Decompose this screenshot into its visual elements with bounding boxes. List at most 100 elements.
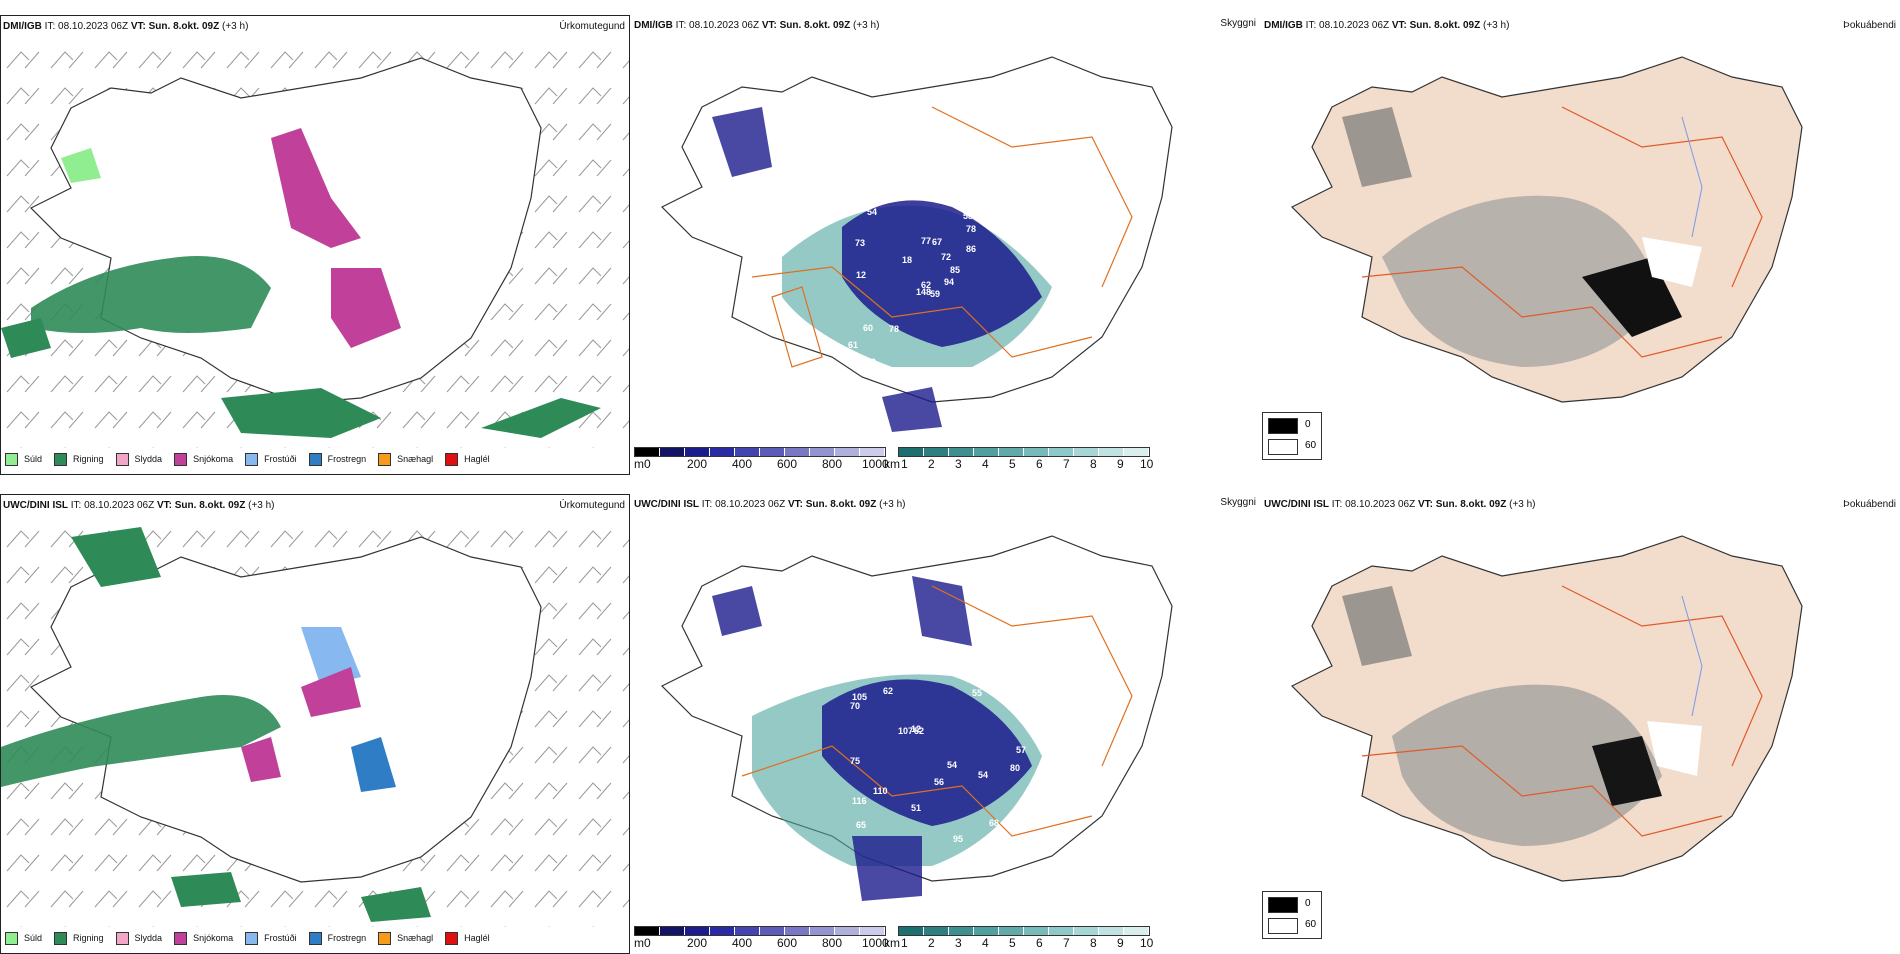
cloud-base-label: 54: [947, 760, 957, 770]
cloud-base-label: 62: [921, 280, 931, 290]
legend-item-slydda: Slydda: [115, 931, 162, 945]
cloud-base-label: 116: [852, 796, 867, 806]
colorbar-cell: [999, 927, 1024, 935]
cloud-base-label: 12: [911, 724, 921, 734]
cloud-base-label: 80: [1010, 763, 1020, 773]
precip-type-legend: Súld Rigning Slydda Snjókoma Frostúði Fr…: [5, 929, 502, 947]
cloud-base-label: 110: [873, 786, 888, 796]
field-name: Úrkomutegund: [559, 500, 625, 511]
cloud-base-label: 59: [930, 289, 940, 299]
legend-item-frostudi: Frostúði: [245, 452, 297, 466]
iceland-ceiling-map: 5480656252681165510795707510548515756541…: [660, 535, 1173, 901]
legend-item-sudl: Súld: [5, 452, 42, 466]
fog-legend: 0 60: [1262, 412, 1322, 460]
colorbar-cell: [1024, 927, 1049, 935]
iceland-ceiling-map: 59 73 62 61 85 78 58 67 78 94 54 69 12 70 148 86 70 77 72 6…: [660, 56, 1173, 432]
cloud-base-label: 54: [978, 770, 988, 780]
field-name: Þokuábendi: [1843, 20, 1896, 31]
cloud-base-label: 69: [1020, 354, 1030, 364]
fog-index-panel-1: DMI/IGB IT: 08.10.2023 06Z VT: Sun. 8.ok…: [1262, 15, 1896, 475]
cloud-base-label: 105: [852, 692, 867, 702]
colorbar-cell: [974, 448, 999, 456]
legend-item-slydda: Slydda: [115, 452, 162, 466]
colorbar-cell: [1049, 927, 1074, 935]
legend-item-snjokoma: Snjókoma: [174, 452, 233, 466]
colorbar-cell: [1099, 927, 1124, 935]
cloud-base-label: 58: [963, 211, 973, 221]
cloud-base-label: 86: [966, 244, 976, 254]
cloud-base-label: 78: [889, 324, 899, 334]
field-name: Úrkomutegund: [559, 21, 625, 32]
legend-item-frostregn: Frostregn: [308, 452, 366, 466]
visibility-unit: km: [884, 936, 900, 950]
cloud-base-label: 75: [850, 756, 860, 766]
cloud-base-label: 70: [850, 701, 860, 711]
cloud-base-label: 70: [1023, 229, 1033, 239]
legend-item-rigning: Rigning: [54, 452, 104, 466]
colorbar-cell: [635, 448, 660, 456]
colorbar-cell: [899, 448, 924, 456]
panel-header: UWC/DINI ISL IT: 08.10.2023 06Z VT: Sun.…: [3, 500, 275, 511]
colorbar-cell: [1024, 448, 1049, 456]
colorbar-cell: [835, 927, 860, 935]
legend-item-frostudi: Frostúði: [245, 931, 297, 945]
cloud-base-label: 48: [1015, 820, 1025, 830]
cloud-base-label: 148: [916, 287, 931, 297]
colorbar-cell: [1049, 448, 1074, 456]
colorbar-cell: [710, 448, 735, 456]
ceiling-visibility-panel-1: DMI/IGB IT: 08.10.2023 06Z VT: Sun. 8.ok…: [632, 15, 1262, 475]
colorbar-cell: [810, 927, 835, 935]
colorbar-cell: [949, 448, 974, 456]
cloud-base-label: 85: [950, 265, 960, 275]
cloud-base-label: 54: [867, 207, 877, 217]
visibility-unit: km: [884, 457, 900, 471]
colorbar-cell: [949, 927, 974, 935]
panel-header: DMI/IGB IT: 08.10.2023 06Z VT: Sun. 8.ok…: [3, 21, 249, 32]
colorbar-cell: [685, 927, 710, 935]
field-name: Skyggni: [1220, 18, 1256, 29]
colorbar-cell: [660, 927, 685, 935]
legend-item-haglel: Haglél: [445, 452, 490, 466]
panel-header: UWC/DINI ISL IT: 08.10.2023 06Z VT: Sun.…: [1264, 499, 1536, 510]
colorbar-cell: [835, 448, 860, 456]
colorbar-cell: [1074, 448, 1099, 456]
field-name: Þokuábendi: [1843, 499, 1896, 510]
colorbar-cell: [860, 448, 885, 456]
cloud-base-label: 70: [866, 357, 876, 367]
legend-item-snaehagl: Snæhagl: [378, 452, 433, 466]
colorbar-cell: [1099, 448, 1124, 456]
ceiling-unit: m: [634, 457, 644, 471]
cloud-base-label: 62: [883, 686, 893, 696]
precip-type-panel-1: DMI/IGB IT: 08.10.2023 06Z VT: Sun. 8.ok…: [0, 15, 630, 475]
cloud-base-label: 78: [966, 224, 976, 234]
fog-legend: 0 60: [1262, 891, 1322, 939]
cloud-base-label: 51: [911, 803, 921, 813]
precip-type-panel-2: UWC/DINI ISL IT: 08.10.2023 06Z VT: Sun.…: [0, 494, 630, 954]
panel-header: DMI/IGB IT: 08.10.2023 06Z VT: Sun. 8.ok…: [634, 20, 880, 31]
colorbar-cell: [735, 448, 760, 456]
iceland-precip-map: [1, 517, 629, 927]
cloud-base-label: 52: [914, 726, 924, 736]
cloud-base-label: 61: [848, 340, 858, 350]
legend-item-snaehagl: Snæhagl: [378, 931, 433, 945]
iceland-fog-map: [1290, 535, 1803, 882]
panel-header: DMI/IGB IT: 08.10.2023 06Z VT: Sun. 8.ok…: [1264, 20, 1510, 31]
colorbar-cell: [1074, 927, 1099, 935]
colorbar-cell: [860, 927, 885, 935]
cloud-base-label: 72: [941, 252, 951, 262]
legend-item-haglel: Haglél: [445, 931, 490, 945]
colorbar-cell: [760, 927, 785, 935]
colorbar-cell: [710, 927, 735, 935]
colorbar-cell: [760, 448, 785, 456]
legend-item-snjokoma: Snjókoma: [174, 931, 233, 945]
cloud-base-label: 18: [902, 255, 912, 265]
fog-index-panel-2: UWC/DINI ISL IT: 08.10.2023 06Z VT: Sun.…: [1262, 494, 1896, 954]
iceland-precip-map: [1, 38, 629, 448]
colorbar-cell: [810, 448, 835, 456]
colorbar-cell: [660, 448, 685, 456]
precip-type-legend: Súld Rigning Slydda Snjókoma Frostúði Fr…: [5, 450, 502, 468]
cloud-base-label: 65: [856, 820, 866, 830]
cloud-base-label: 57: [1016, 745, 1026, 755]
colorbar-cell: [999, 448, 1024, 456]
colorbar-cell: [635, 927, 660, 935]
